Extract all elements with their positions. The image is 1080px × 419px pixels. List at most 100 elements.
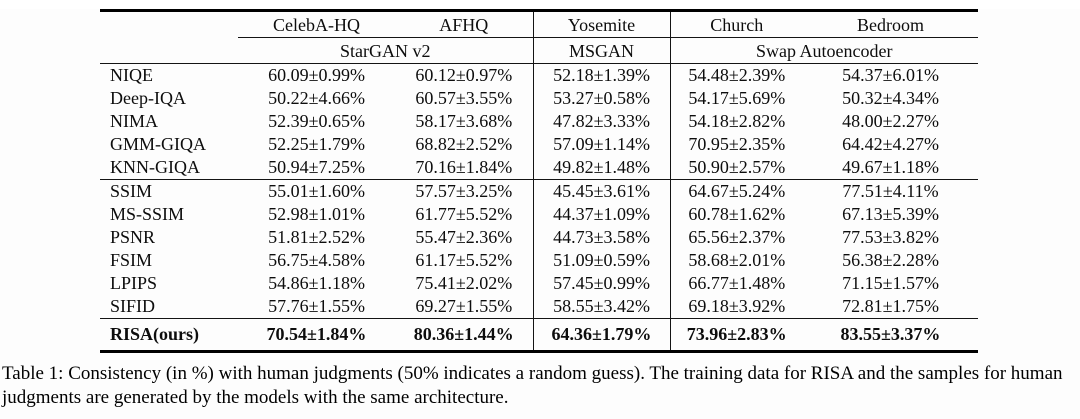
metric-value: 50.22±4.66%: [268, 88, 365, 108]
metric-value: 68.82±2.52%: [415, 134, 513, 154]
metric-value: 52.98±1.01%: [268, 204, 365, 224]
metric-value: 57.45±0.99%: [532, 272, 670, 295]
metric-value: 64.42±4.27%: [842, 134, 939, 154]
metric-value: 57.76±1.55%: [238, 295, 395, 319]
metric-label: SIFID: [100, 295, 238, 319]
metric-label: NIMA: [110, 111, 158, 131]
metric-value: 70.16±1.84%: [395, 156, 533, 180]
table-row: SIFID 57.76±1.55% 69.27±1.55% 58.55±3.42% 69…: [100, 295, 978, 319]
metric-value: 58.17±3.68%: [415, 111, 513, 131]
metric-value: 60.09±0.99%: [268, 65, 365, 85]
table-row: LPIPS 54.86±1.18% 75.41±2.02% 57.45±0.99% 66…: [100, 272, 978, 295]
metric-label: KNN-GIQA: [100, 156, 238, 180]
metric-value: 50.32±4.34%: [842, 88, 939, 108]
metric-value: 53.27±0.58%: [532, 87, 670, 110]
metric-value: 58.55±3.42%: [532, 295, 670, 319]
col-header-yosemite: Yosemite: [532, 10, 670, 38]
metric-value: 49.82±1.48%: [532, 156, 670, 180]
metric-value: 54.17±5.69%: [669, 87, 803, 110]
metric-label: SSIM: [110, 181, 153, 201]
metric-value: 57.57±3.25%: [415, 181, 513, 201]
metric-value: 61.77±5.52%: [415, 204, 513, 224]
metric-value: 54.18±2.82%: [669, 110, 803, 133]
model-header-stargan-v2: StarGAN v2: [238, 37, 533, 64]
metric-value: 56.38±2.28%: [842, 250, 939, 270]
metric-value: 56.75±4.58%: [268, 250, 365, 270]
metric-value: 83.55±3.37%: [840, 324, 941, 344]
metric-label: RISA(ours): [110, 324, 200, 344]
metric-label: Deep-IQA: [110, 88, 186, 108]
metric-label: LPIPS: [110, 273, 158, 293]
metric-value: 60.12±0.97%: [415, 65, 513, 85]
metric-label: PSNR: [110, 227, 156, 247]
metric-value: 50.94±7.25%: [238, 156, 395, 180]
table-row: MS-SSIM 52.98±1.01% 61.77±5.52% 44.37±1.09%…: [100, 203, 978, 226]
table-row: RISA(ours) 70.54±1.84% 80.36±1.44% 64.36±1.…: [100, 318, 978, 352]
metric-value: 55.47±2.36%: [415, 227, 513, 247]
model-header-swap-autoencoder: Swap Autoencoder: [669, 37, 978, 64]
metric-value: 52.39±0.65%: [268, 111, 365, 131]
metric-value: 61.17±5.52%: [415, 250, 513, 270]
metric-label: FSIM: [110, 250, 153, 270]
metric-label: NIQE: [110, 65, 153, 85]
col-header-celeba-hq: CelebA-HQ: [238, 10, 395, 38]
metric-value: 48.00±2.27%: [842, 111, 939, 131]
metric-value: 60.57±3.55%: [415, 88, 513, 108]
metric-label: MS-SSIM: [110, 204, 185, 224]
corner-cell: [100, 11, 238, 38]
metric-value: 45.45±3.61%: [532, 179, 670, 203]
metric-value: 73.96±2.83%: [669, 318, 803, 352]
metric-value: 54.37±6.01%: [842, 65, 939, 85]
table-row: GMM-GIQA 52.25±1.79% 68.82±2.52% 57.09±1.14…: [100, 133, 978, 156]
metric-value: 47.82±3.33%: [532, 110, 670, 133]
corner-cell-2: [100, 37, 238, 64]
dataset-header-row: CelebA-HQ AFHQ Yosemite Church Bedroom: [100, 10, 978, 38]
metric-value: 58.68±2.01%: [669, 249, 803, 272]
model-header-row: StarGAN v2 MSGAN Swap Autoencoder: [100, 37, 978, 64]
metric-value: 44.73±3.58%: [532, 226, 670, 249]
col-header-church: Church: [669, 10, 803, 38]
col-header-afhq: AFHQ: [395, 10, 533, 38]
metric-value: 49.67±1.18%: [803, 156, 978, 180]
metric-value: 55.01±1.60%: [268, 181, 365, 201]
metric-value: 52.25±1.79%: [268, 134, 365, 154]
metric-value: 65.56±2.37%: [669, 226, 803, 249]
metric-value: 75.41±2.02%: [415, 273, 513, 293]
metric-value: 70.54±1.84%: [266, 324, 367, 344]
metric-value: 60.78±1.62%: [669, 203, 803, 226]
table-row: Deep-IQA 50.22±4.66% 60.57±3.55% 53.27±0.58…: [100, 87, 978, 110]
metric-value: 77.51±4.11%: [842, 181, 939, 201]
metric-label: GMM-GIQA: [110, 134, 206, 154]
table-row: NIMA 52.39±0.65% 58.17±3.68% 47.82±3.33% 54.…: [100, 110, 978, 133]
paper-page: CelebA-HQ AFHQ Yosemite Church Bedroom S…: [0, 9, 1080, 419]
metric-value: 51.09±0.59%: [532, 249, 670, 272]
metric-value: 70.95±2.35%: [669, 133, 803, 156]
metric-value: 72.81±1.75%: [803, 295, 978, 319]
table-row: KNN-GIQA 50.94±7.25% 70.16±1.84% 49.82±1.48…: [100, 156, 978, 180]
metric-value: 50.90±2.57%: [669, 156, 803, 180]
metric-value: 77.53±3.82%: [842, 227, 939, 247]
table-row: SSIM 55.01±1.60% 57.57±3.25% 45.45±3.61% 64.…: [100, 179, 978, 203]
model-header-msgan: MSGAN: [532, 37, 670, 64]
metric-value: 54.48±2.39%: [669, 63, 803, 87]
table-caption: Table 1: Consistency (in %) with human j…: [2, 363, 1063, 408]
table-row: PSNR 51.81±2.52% 55.47±2.36% 44.73±3.58% 65.…: [100, 226, 978, 249]
metric-value: 51.81±2.52%: [268, 227, 365, 247]
metric-value: 54.86±1.18%: [268, 273, 365, 293]
metric-value: 64.36±1.79%: [532, 318, 670, 352]
col-header-bedroom: Bedroom: [803, 10, 978, 38]
table-row: FSIM 56.75±4.58% 61.17±5.52% 51.09±0.59% 58.…: [100, 249, 978, 272]
results-table-body: NIQE 60.09±0.99% 60.12±0.97% 52.18±1.39% 54.…: [100, 63, 978, 352]
metric-value: 69.18±3.92%: [669, 295, 803, 319]
table-row: NIQE 60.09±0.99% 60.12±0.97% 52.18±1.39% 54.…: [100, 63, 978, 87]
metric-value: 52.18±1.39%: [532, 63, 670, 87]
metric-value: 80.36±1.44%: [413, 324, 514, 344]
metric-value: 44.37±1.09%: [532, 203, 670, 226]
metric-value: 66.77±1.48%: [669, 272, 803, 295]
results-table: CelebA-HQ AFHQ Yosemite Church Bedroom S…: [100, 9, 978, 353]
metric-value: 57.09±1.14%: [532, 133, 670, 156]
metric-value: 69.27±1.55%: [395, 295, 533, 319]
metric-value: 67.13±5.39%: [842, 204, 939, 224]
metric-value: 64.67±5.24%: [669, 179, 803, 203]
metric-value: 71.15±1.57%: [842, 273, 939, 293]
